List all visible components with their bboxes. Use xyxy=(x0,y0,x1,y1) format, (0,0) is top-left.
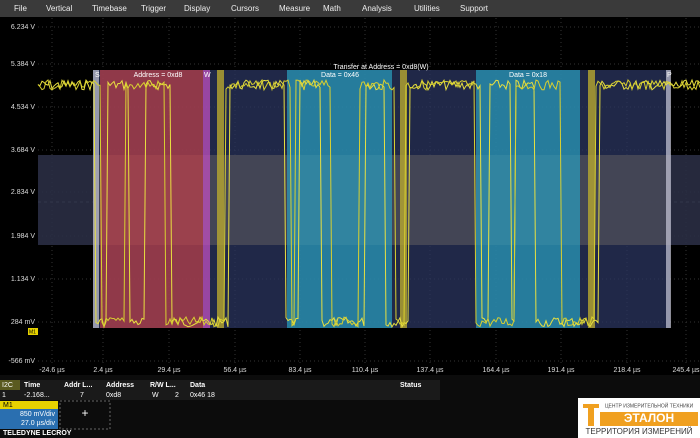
x-axis-label: 218.4 µs xyxy=(614,367,641,374)
x-axis-label: 164.4 µs xyxy=(483,367,510,374)
menu-item[interactable]: Math xyxy=(323,4,341,13)
x-axis-label: -24.6 µs xyxy=(39,367,65,374)
table-cell: 0xd8 xyxy=(106,392,121,399)
logo-tagline: ТЕРРИТОРИЯ ИЗМЕРЕНИЙ xyxy=(585,427,692,436)
x-axis-label: 29.4 µs xyxy=(157,367,181,374)
table-header: Status xyxy=(400,382,422,389)
add-button[interactable]: + xyxy=(81,406,88,420)
menu-item[interactable]: File xyxy=(14,4,27,13)
decode-data: Data = 0x18 xyxy=(509,72,547,79)
table-header: Data xyxy=(190,382,205,389)
table-cell: 0x46 18 xyxy=(190,392,215,399)
y-axis-label: 2.834 V xyxy=(11,189,35,196)
x-axis-label: 110.4 µs xyxy=(352,367,379,374)
channel-tdiv: 27.0 µs/div xyxy=(21,420,55,427)
x-axis-label: 191.4 µs xyxy=(548,367,575,374)
menu-item[interactable]: Trigger xyxy=(141,4,166,13)
menu-item[interactable]: Cursors xyxy=(231,4,259,13)
logo-name: ЭТАЛОН xyxy=(624,411,674,425)
x-axis-label: 2.4 µs xyxy=(93,367,113,374)
x-axis-label: 83.4 µs xyxy=(288,367,312,374)
decode-title: Transfer at Address = 0xd8(W) xyxy=(333,64,428,71)
y-axis-label: 1.984 V xyxy=(11,233,35,240)
x-axis-label: 56.4 µs xyxy=(223,367,247,374)
menu-item[interactable]: Display xyxy=(184,4,210,13)
decode-address: Address = 0xd8 xyxy=(134,72,183,79)
table-cell: 1 xyxy=(2,392,6,399)
y-axis-label: 284 mV xyxy=(11,319,35,326)
data-box xyxy=(476,70,580,328)
table-header: Time xyxy=(24,382,40,389)
table-header: Address xyxy=(106,382,134,389)
y-axis-label: 5.384 V xyxy=(11,61,35,68)
rw-box xyxy=(203,70,210,328)
channel-vdiv: 850 mV/div xyxy=(20,411,56,418)
channel-name: M1 xyxy=(3,402,13,409)
table-cell: W xyxy=(152,392,159,399)
address-box xyxy=(100,70,203,328)
footer-brand: TELEDYNE LECROY xyxy=(3,430,72,437)
y-axis-label: 6.234 V xyxy=(11,24,35,31)
table-header: R/W L... xyxy=(150,382,176,389)
table-cell: -2.168... xyxy=(24,392,50,399)
x-axis-label: 245.4 µs xyxy=(673,367,700,374)
decode-data: Data = 0x46 xyxy=(321,72,359,79)
stop-box xyxy=(666,70,671,328)
table-header: Addr L... xyxy=(64,382,92,389)
decode-stop: P xyxy=(667,72,672,79)
menu-item[interactable]: Measure xyxy=(279,4,311,13)
table-cell: 2 xyxy=(175,392,179,399)
menu-item[interactable]: Support xyxy=(460,4,489,13)
decode-rw: W xyxy=(204,72,211,79)
menu-item[interactable]: Analysis xyxy=(362,4,392,13)
menu-item[interactable]: Utilities xyxy=(414,4,440,13)
decode-start: S xyxy=(95,72,100,79)
table-label: I2C xyxy=(2,382,13,389)
menu-item[interactable]: Vertical xyxy=(46,4,72,13)
y-axis-label: 4.534 V xyxy=(11,104,35,111)
y-axis-label: 1.134 V xyxy=(11,276,35,283)
ack-box xyxy=(217,70,224,328)
menu-item[interactable]: Timebase xyxy=(92,4,127,13)
data-box xyxy=(287,70,392,328)
table-cell: 7 xyxy=(80,392,84,399)
x-axis-label: 137.4 µs xyxy=(417,367,444,374)
logo-subtitle: ЦЕНТР ИЗМЕРИТЕЛЬНОЙ ТЕХНИКИ xyxy=(605,401,694,409)
trace-marker-label: M1 xyxy=(29,329,36,335)
y-axis-label: 3.684 V xyxy=(11,147,35,154)
y-axis-label: -566 mV xyxy=(9,358,36,365)
